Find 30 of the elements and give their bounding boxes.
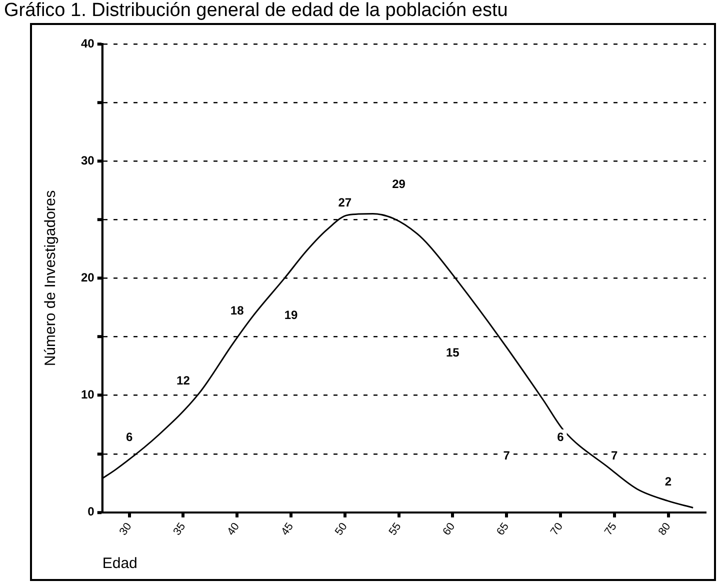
annotation: 6 (557, 430, 564, 444)
annotation: 27 (338, 196, 352, 210)
y-tick-label: 10 (80, 388, 95, 402)
annotation: 19 (284, 308, 298, 322)
annotation: 15 (446, 345, 460, 360)
y-tick-label: 30 (80, 153, 95, 168)
x-tick-label: 75 (602, 520, 620, 538)
x-axis-title: Edad (102, 555, 138, 572)
x-tick-label: 80 (656, 520, 674, 538)
annotation: 12 (176, 374, 190, 388)
x-tick-label: 55 (386, 520, 404, 538)
y-tick-label: 40 (80, 36, 95, 50)
x-tick-label: 50 (332, 520, 350, 538)
x-tick-label: 40 (225, 520, 242, 538)
x-tick-label: 70 (548, 520, 566, 538)
y-tick-label: 0 (88, 504, 95, 519)
chart-title: Gráfico 1. Distribución general de edad de la población estu (4, 0, 508, 22)
annotation: 29 (392, 176, 406, 191)
x-tick-label: 65 (494, 520, 512, 538)
annotation: 7 (611, 448, 618, 463)
annotation: 2 (664, 474, 672, 488)
annotation: 6 (126, 430, 133, 444)
x-tick-label: 30 (117, 520, 134, 538)
annotation: 18 (230, 303, 244, 318)
x-tick-label: 35 (171, 520, 188, 538)
annotation: 7 (503, 448, 510, 463)
y-axis-title: Número de Investigadores (42, 190, 60, 366)
x-tick-label: 60 (440, 520, 458, 538)
x-tick-label: 45 (279, 520, 296, 538)
y-tick-label: 20 (80, 270, 95, 285)
